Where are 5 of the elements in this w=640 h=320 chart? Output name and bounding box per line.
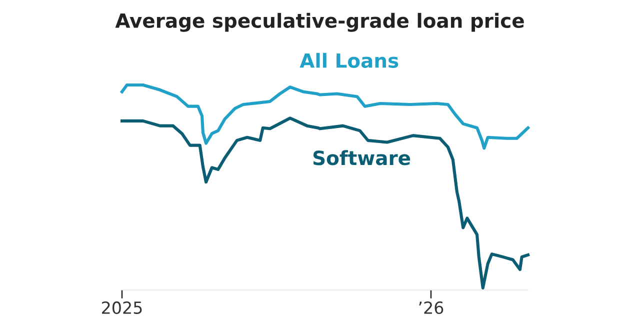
series-label: All Loans: [300, 52, 398, 68]
chart-title: Average speculative-grade loan price: [115, 12, 524, 32]
x-tick-label: 2025: [102, 301, 142, 314]
x-tick-label: ’26: [419, 301, 444, 314]
series-label: Software: [313, 150, 410, 166]
